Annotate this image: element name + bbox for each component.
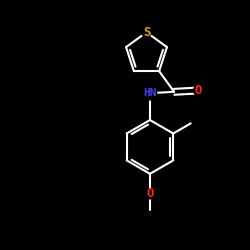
Circle shape — [142, 28, 151, 37]
Circle shape — [194, 86, 203, 95]
Circle shape — [143, 86, 157, 100]
Text: O: O — [194, 84, 202, 97]
Text: HN: HN — [143, 88, 157, 98]
Circle shape — [145, 189, 155, 199]
Text: O: O — [146, 188, 154, 200]
Text: S: S — [143, 26, 150, 39]
